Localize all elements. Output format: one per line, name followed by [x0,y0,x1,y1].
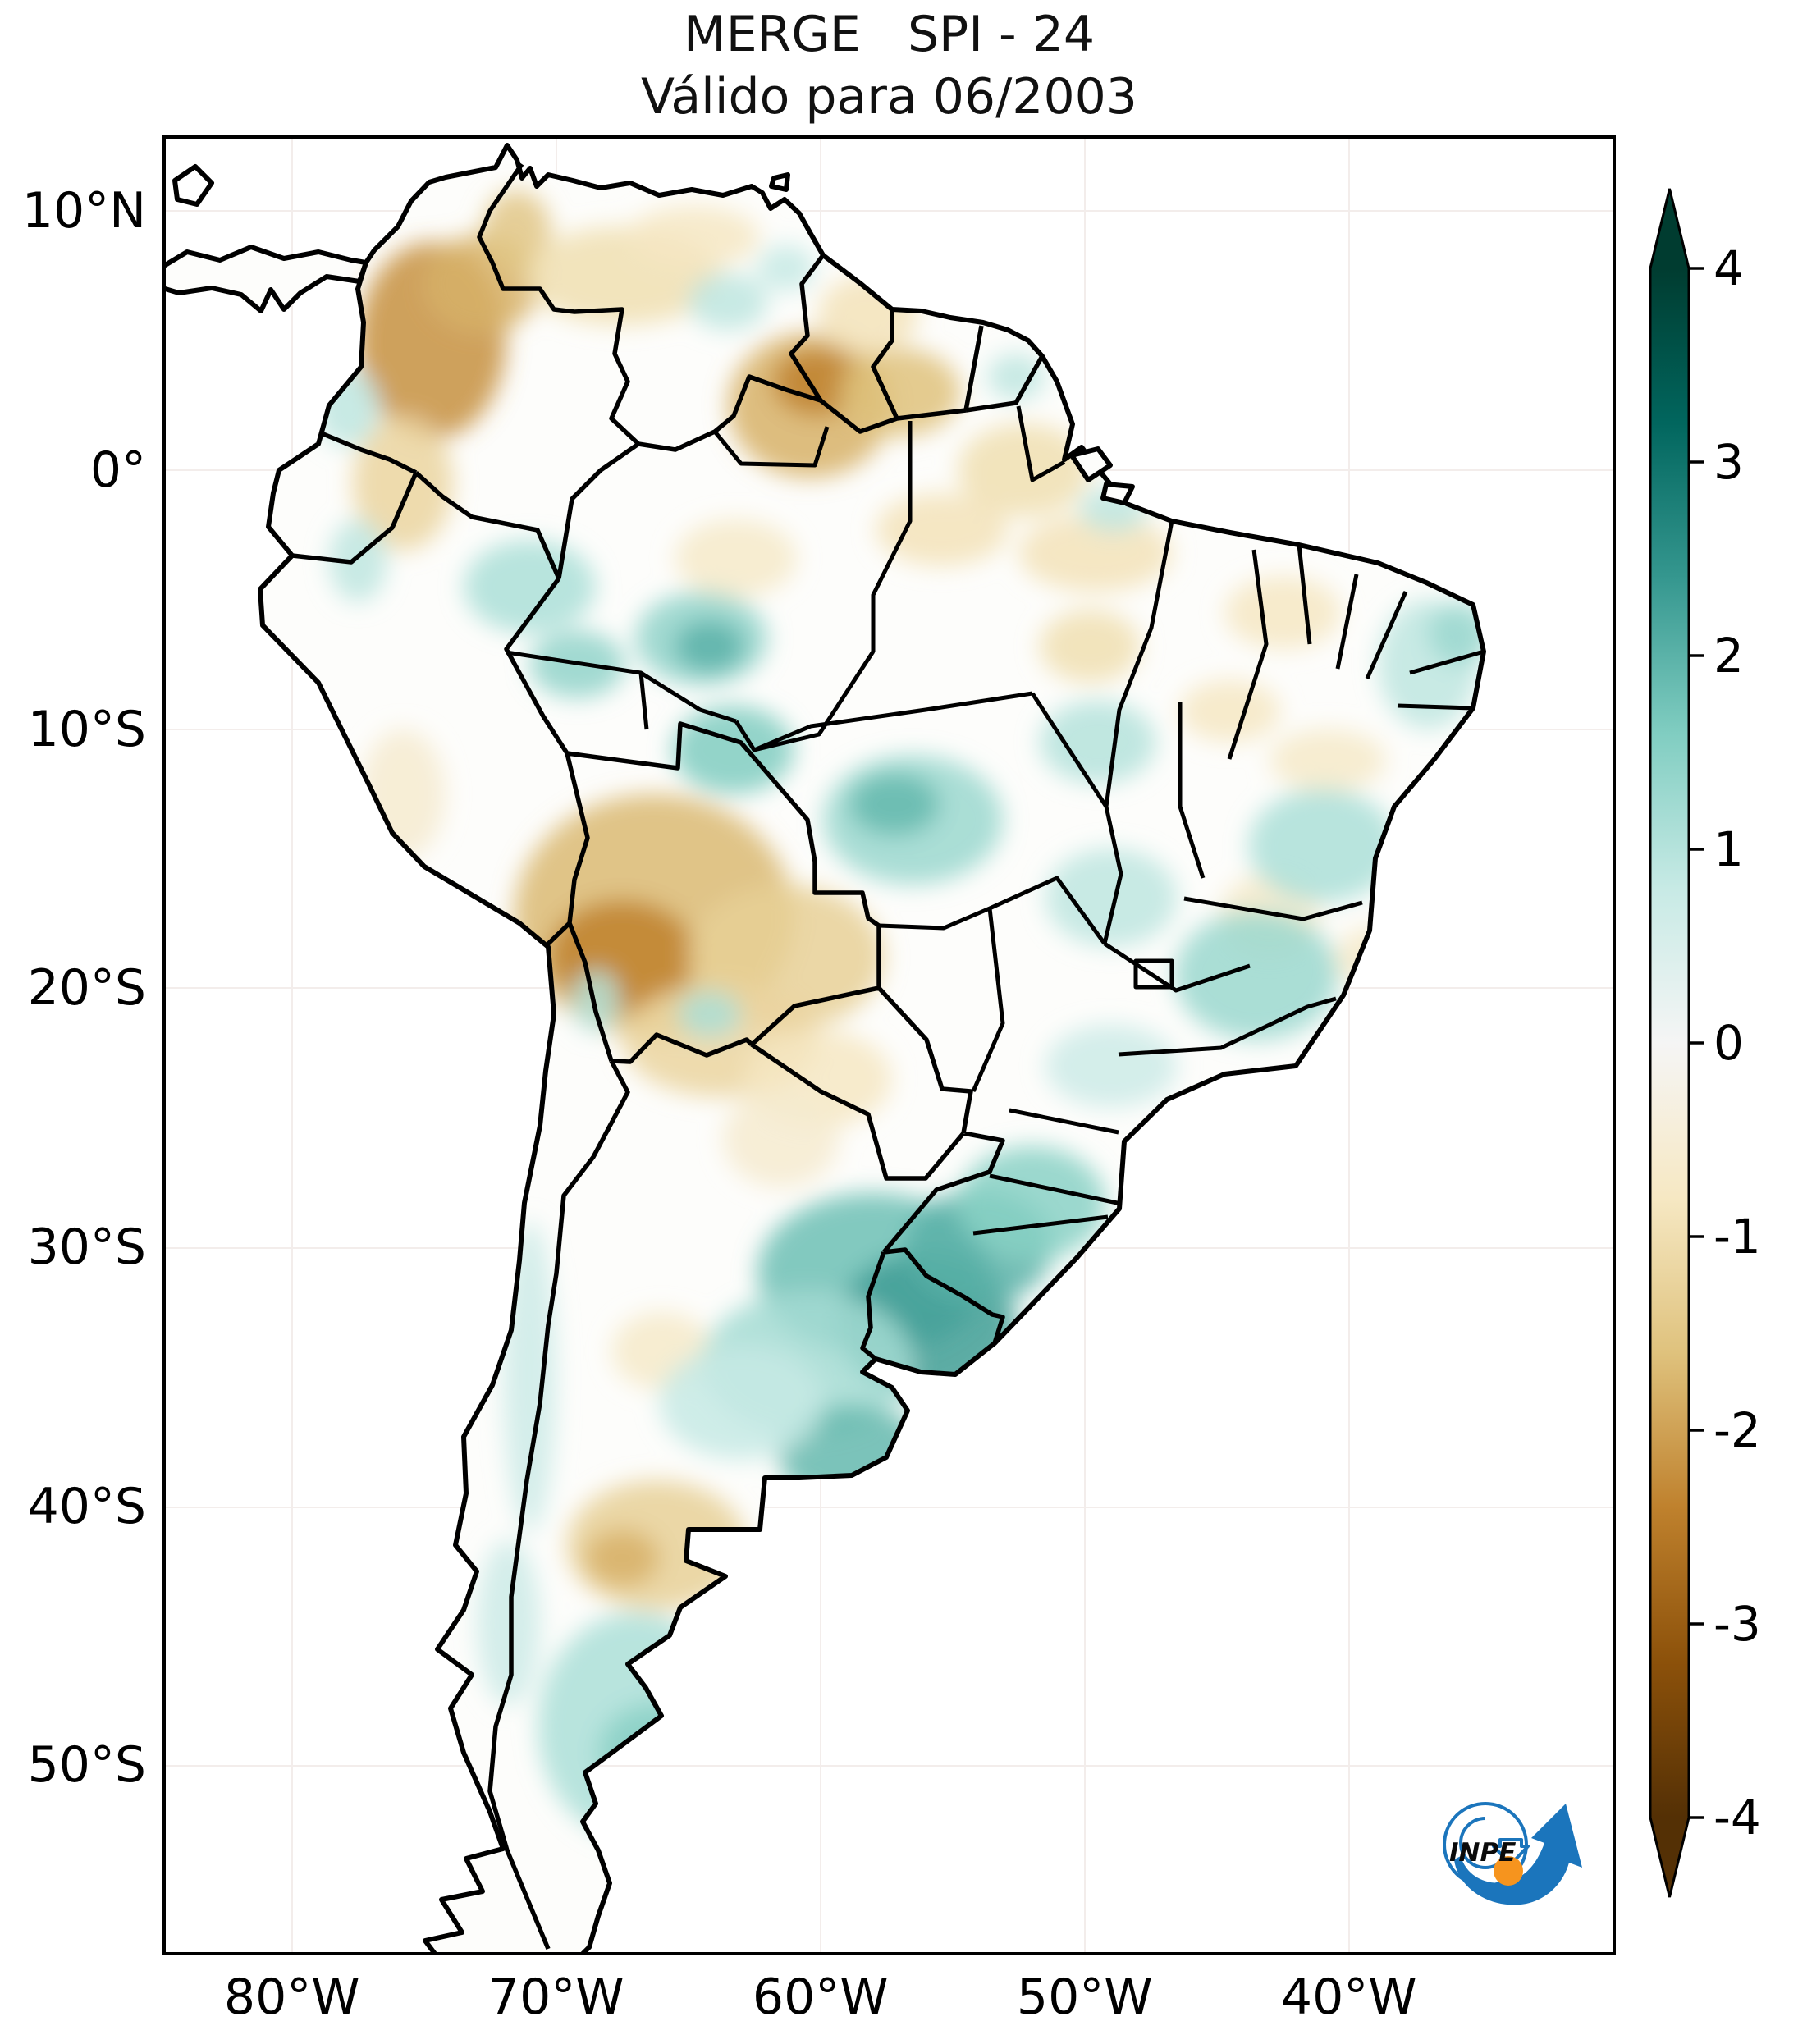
axes-frame [162,135,1616,1955]
spi-anomaly-blob [1018,514,1173,592]
x-tick-label: 70°W [487,1969,624,2026]
spi-anomaly-blob [503,1221,556,1533]
x-tick-label: 50°W [1016,1969,1153,2026]
spi-anomaly-blob [1248,789,1397,903]
spi-anomaly-blob [722,1089,840,1188]
colorbar-extend-max [1650,189,1689,268]
spi-anomaly-blob [675,620,744,673]
spi-anomaly-blob [839,348,961,437]
colorbar-tick-label: 2 [1713,628,1744,684]
colorbar-tick-label: -2 [1713,1402,1761,1458]
y-tick-label: 40°S [27,1477,146,1535]
spi-anomaly-blob [572,970,620,1032]
colorbar-extend-min [1650,1818,1689,1897]
colorbar-tick-label: 0 [1713,1015,1744,1071]
spi-anomaly-blob [352,415,454,551]
spi-anomaly-blob [1174,910,1338,1040]
country-borders [291,162,1045,1950]
y-tick-label: 10°S [27,700,146,758]
spi-anomaly-blob [958,423,1091,517]
spi-anomaly-blob [675,519,797,597]
spi-anomaly-blob [688,273,768,331]
colorbar-ticks: 4 3 2 1 0 -1 -2 -3 -4 [1689,240,1761,1845]
spi-anomaly-blob [958,1145,1106,1260]
spi-anomaly-blob [1045,1024,1178,1108]
spi-anomaly-blob [1040,610,1141,683]
state-borders [506,405,1485,1236]
x-tick-label: 80°W [223,1969,360,2026]
spi-anomaly-blob [986,353,1045,400]
spi-anomaly-blob [659,1345,823,1460]
logo-swoosh-arrow-icon [1454,1804,1582,1905]
panama-landfill [162,247,366,311]
spi-anomaly-blob [849,773,940,835]
colorbar-tick-label: -4 [1713,1790,1761,1845]
colorbar-gradient [1650,268,1689,1818]
logo-text: INPE [1449,1838,1516,1868]
colorbar-tick-label: -3 [1713,1596,1761,1652]
spi-anomaly-blob [876,493,1009,566]
spi-anomaly-blob [627,205,760,268]
spi-anomaly-blob [1045,848,1178,947]
figure-title-block: MERGE SPI - 24 Válido para 06/2003 [162,3,1616,128]
map-canvas: INPE [162,135,1616,1955]
x-tick-label: 40°W [1280,1969,1417,2026]
colorbar-tick-label: 1 [1713,821,1744,877]
spi-anomaly-blob [482,190,551,273]
y-tick-label: 50°S [27,1736,146,1795]
colorbar-tick-label: -1 [1713,1209,1761,1264]
figure-title: MERGE SPI - 24 [683,6,1096,63]
spi-anomaly-blob [477,1539,541,1706]
spi-anomaly-blob [585,1530,660,1587]
y-tick-label: 0° [89,441,146,499]
y-tick-label: 10°N [21,182,146,240]
inpe-logo: INPE [1443,1802,1582,1905]
spi-anomaly-blob [1179,679,1281,743]
colorbar: 4 3 2 1 0 -1 -2 -3 -4 [1649,188,1761,1898]
spi-anomaly-blob [677,990,742,1038]
spi-anomaly-blob [1040,700,1156,784]
logo-down-arrow-icon [1492,1838,1530,1866]
colorbar-tick-label: 3 [1713,434,1744,490]
x-tick-label: 60°W [752,1969,889,2026]
spi-anomaly-blob [1270,729,1386,792]
spi-anomaly-blob [328,519,387,602]
logo-orange-dot [1494,1856,1523,1886]
figure-subtitle: Válido para 06/2003 [641,68,1137,126]
colorbar-tick-label: 4 [1713,240,1744,296]
y-tick-label: 30°S [27,1218,146,1276]
coastline [162,143,1486,1955]
spi-anomaly-blob [1224,576,1342,649]
y-tick-label: 20°S [27,959,146,1017]
spi-anomaly-blob [757,245,816,291]
